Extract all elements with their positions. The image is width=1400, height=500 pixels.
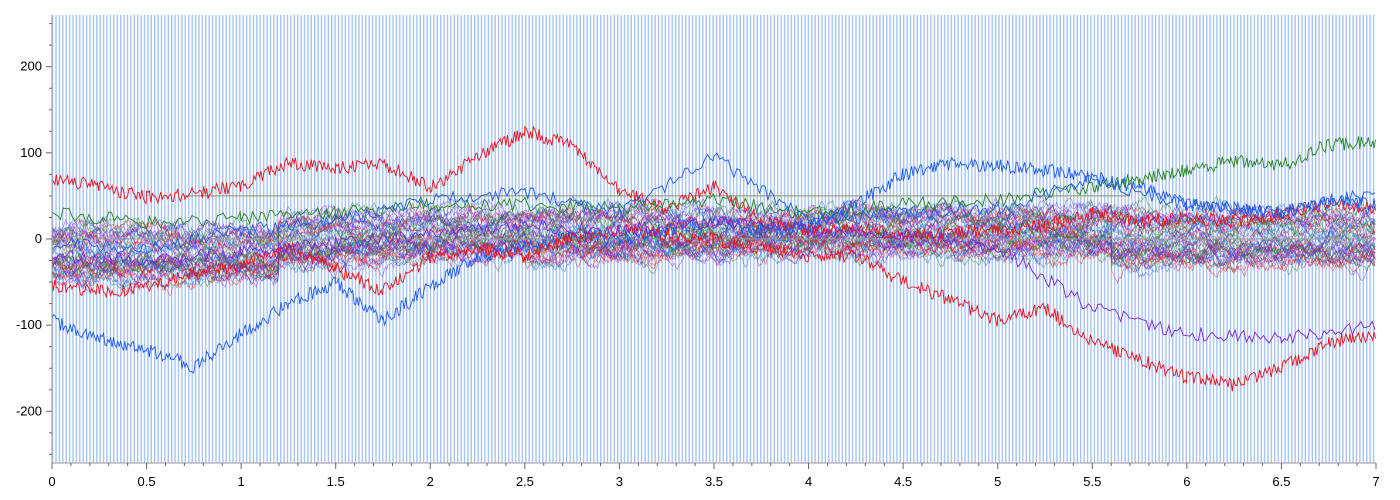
trace: [51, 199, 1376, 252]
x-tick-label: 1.5: [327, 474, 345, 489]
x-tick-label: 2.5: [516, 474, 534, 489]
x-tick-label: 5.5: [1083, 474, 1101, 489]
x-tick-label: 6: [1183, 474, 1190, 489]
series-line: [51, 136, 1376, 229]
x-tick-label: 3.5: [705, 474, 723, 489]
y-tick-label: -200: [16, 403, 42, 418]
series-line: [51, 152, 1376, 255]
series-line: [51, 223, 1376, 392]
y-tick-label: 200: [20, 59, 42, 74]
x-tick-label: 0.5: [138, 474, 156, 489]
y-axis-ticks: 200 100 0 -100 -200: [16, 23, 52, 455]
y-tick-label: 100: [20, 145, 42, 160]
trace: [51, 202, 1376, 254]
x-tick-label: 0: [48, 474, 55, 489]
trace: [51, 224, 1376, 273]
trace: [51, 233, 1376, 289]
trace: [51, 211, 1376, 274]
x-tick-label: 1: [238, 474, 245, 489]
x-tick-label: 4.5: [894, 474, 912, 489]
trace: [51, 227, 1376, 277]
dense-trace-band: [51, 195, 1376, 297]
x-tick-label: 4: [805, 474, 812, 489]
trace: [51, 234, 1376, 297]
trace-series: [51, 125, 1376, 392]
x-tick-label: 5: [994, 474, 1001, 489]
trace: [51, 224, 1376, 294]
x-axis-ticks: 0 0.5 1 1.5 2 2.5 3 3.5 4 4.5 5 5.5 6 6.5 7: [48, 463, 1380, 489]
y-tick-label: -100: [16, 317, 42, 332]
x-tick-label: 2: [427, 474, 434, 489]
trace: [51, 223, 1376, 275]
y-tick-label: 0: [35, 231, 42, 246]
x-tick-label: 3: [616, 474, 623, 489]
x-tick-label: 7: [1372, 474, 1379, 489]
series-line: [51, 125, 1376, 242]
series-line: [51, 216, 1376, 345]
x-tick-label: 6.5: [1272, 474, 1290, 489]
